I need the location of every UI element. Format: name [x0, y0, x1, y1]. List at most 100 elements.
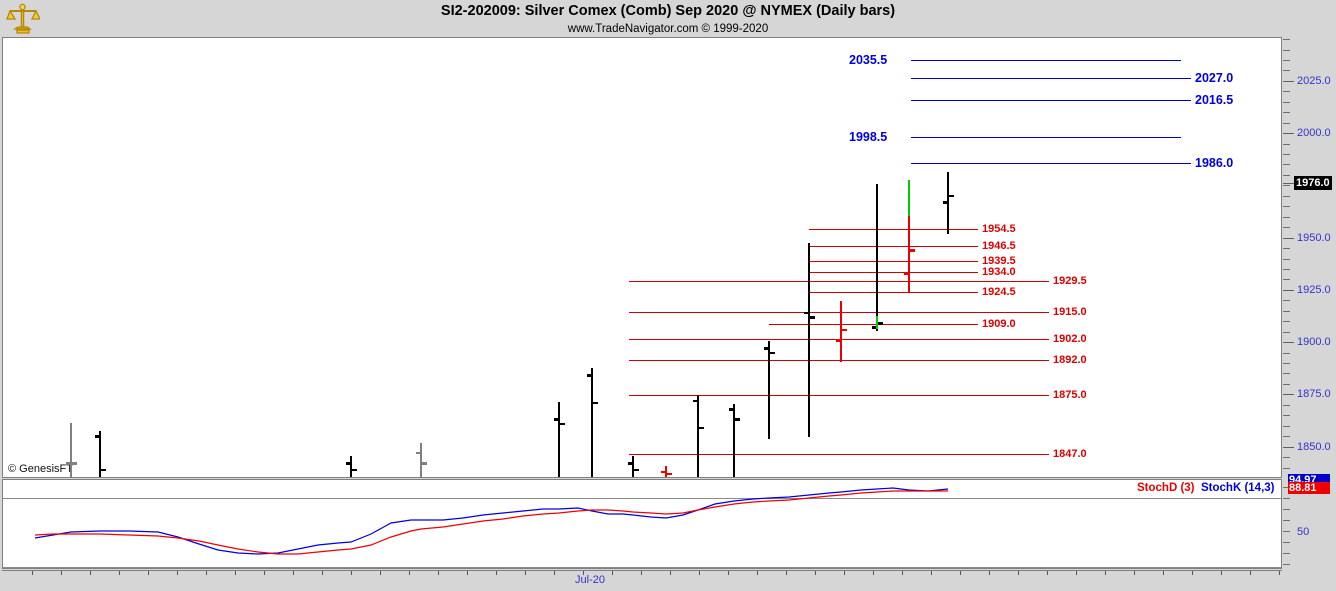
price-level-line[interactable] [911, 163, 1191, 165]
chart-title: SI2-202009: Silver Comex (Comb) Sep 2020… [440, 3, 896, 19]
axis-tick [1283, 39, 1290, 41]
price-level-line[interactable] [629, 395, 1049, 397]
ohlc-bar[interactable] [903, 38, 916, 477]
axis-tick [1283, 457, 1290, 459]
price-axis-label: 1850.0 [1297, 440, 1331, 453]
price-level-line[interactable] [629, 453, 1049, 455]
date-axis-label: Jul-20 [575, 574, 605, 586]
date-tick [1163, 571, 1164, 575]
axis-tick [1283, 185, 1290, 187]
ohlc-open-tick [942, 201, 948, 204]
price-level-label: 1998.5 [849, 130, 888, 145]
ohlc-close-tick [734, 418, 740, 421]
ohlc-close-tick [100, 468, 106, 472]
indicator-legend-stochk[interactable]: StochK (14,3) [1201, 482, 1275, 494]
indicator-legend-stochd[interactable]: StochD (3) [1137, 482, 1195, 494]
date-tick [293, 571, 294, 575]
price-level-line[interactable] [911, 99, 1191, 101]
ohlc-bar[interactable] [803, 38, 816, 477]
price-level-label: 1986.0 [1195, 156, 1234, 171]
ohlc-bar[interactable] [553, 38, 566, 477]
price-level-line[interactable] [629, 359, 1049, 361]
axis-tick [1283, 143, 1290, 145]
stochastic-indicator-pane[interactable] [2, 479, 1282, 569]
ohlc-bar[interactable] [586, 38, 599, 477]
ohlc-bar[interactable] [65, 38, 78, 477]
price-level-line[interactable] [809, 272, 978, 274]
ohlc-close-tick [559, 422, 565, 426]
price-level-line[interactable] [911, 137, 1181, 139]
ohlc-bar[interactable] [345, 38, 358, 477]
ohlc-bar[interactable] [942, 38, 955, 477]
axis-tick-major [1283, 133, 1294, 135]
ohlc-bar[interactable] [835, 38, 848, 477]
ohlc-open-tick [692, 399, 698, 403]
price-level-line[interactable] [911, 59, 1181, 61]
ohlc-bar[interactable] [728, 38, 741, 477]
axis-tick [1283, 436, 1290, 438]
price-axis-label: 1925.0 [1297, 283, 1331, 296]
price-level-line[interactable] [769, 324, 978, 326]
ohlc-stem [839, 301, 843, 362]
date-tick [148, 571, 149, 575]
price-level-line[interactable] [911, 77, 1191, 79]
price-level-line[interactable] [809, 245, 978, 247]
ohlc-bar[interactable] [627, 38, 640, 477]
ohlc-up-segment [875, 315, 879, 329]
date-tick [351, 571, 352, 575]
price-level-line[interactable] [809, 229, 978, 231]
ohlc-stem [696, 395, 700, 477]
ohlc-bar[interactable] [871, 38, 884, 477]
ohlc-open-tick [553, 418, 559, 421]
date-tick [525, 571, 526, 575]
date-tick [757, 571, 758, 575]
ohlc-bar[interactable] [415, 38, 428, 477]
price-level-line[interactable] [809, 260, 978, 262]
axis-tick [1283, 216, 1290, 218]
ohlc-open-tick [94, 435, 100, 438]
stochastic-axis[interactable]: 50 [1283, 479, 1334, 569]
ohlc-stem [349, 456, 353, 477]
ohlc-bar[interactable] [692, 38, 705, 477]
date-tick [177, 571, 178, 575]
ohlc-bar[interactable] [660, 38, 673, 477]
price-level-label: 1915.0 [1053, 305, 1087, 318]
axis-tick [1283, 373, 1290, 375]
indicator-axis-tick [1283, 487, 1290, 488]
ohlc-bar[interactable] [94, 38, 107, 477]
date-tick [1105, 571, 1106, 575]
ohlc-open-tick [65, 462, 71, 465]
price-level-label: 1934.0 [982, 266, 1016, 279]
price-level-line[interactable] [809, 291, 978, 293]
price-level-line[interactable] [629, 311, 1049, 313]
axis-tick-major [1283, 342, 1294, 344]
ohlc-stem [907, 180, 911, 293]
ohlc-bar[interactable] [763, 38, 776, 477]
price-axis-label: 2025.0 [1297, 74, 1331, 87]
ohlc-open-tick [903, 272, 909, 275]
date-tick [1279, 571, 1280, 575]
price-axis-label: 1900.0 [1297, 336, 1331, 349]
date-tick [119, 571, 120, 575]
ohlc-stem [631, 456, 635, 477]
date-tick [786, 571, 787, 575]
date-tick [1192, 571, 1193, 575]
price-chart-pane[interactable]: © GenesisFT 2035.5 2027.0 2016.5 1998.5 1986… [2, 37, 1282, 478]
indicator-gridline [3, 498, 1281, 499]
axis-tick [1283, 363, 1290, 365]
date-axis[interactable]: Jul-20 [2, 570, 1282, 589]
genesisft-watermark: © GenesisFT [7, 463, 74, 475]
ohlc-stem [590, 368, 594, 477]
date-tick [438, 571, 439, 575]
axis-tick [1283, 174, 1290, 176]
price-level-label: 1924.5 [982, 285, 1016, 298]
axis-tick-major [1283, 289, 1294, 291]
axis-tick [1283, 425, 1290, 427]
indicator-axis-label: 50 [1297, 526, 1310, 538]
price-axis[interactable]: 2025.0 2000.0 1976.0 1950.0 1925.0 1900.0 1875… [1283, 37, 1334, 478]
ohlc-close-tick [877, 322, 883, 325]
date-tick [90, 571, 91, 575]
price-level-line[interactable] [629, 281, 1049, 283]
axis-tick [1283, 101, 1290, 103]
